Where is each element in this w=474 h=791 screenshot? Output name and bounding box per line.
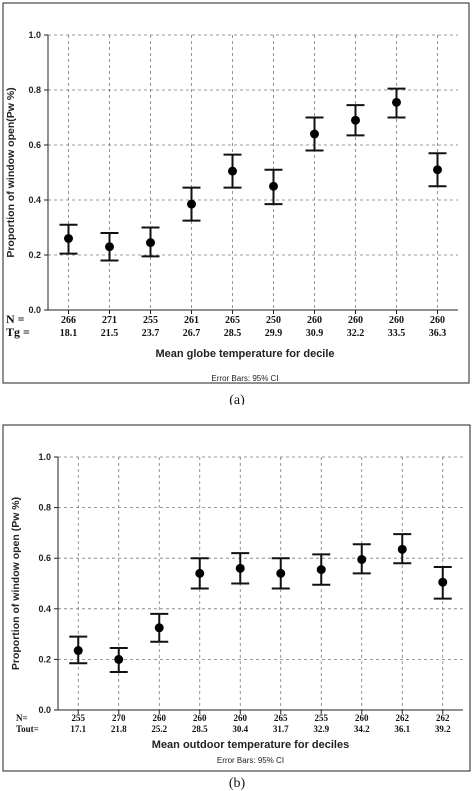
mean-point — [397, 544, 407, 554]
mean-point — [235, 563, 245, 573]
temp-value: 18.1 — [60, 328, 78, 339]
n-value: 266 — [61, 315, 76, 326]
y-tick-label: 0.4 — [38, 604, 51, 614]
mean-point — [146, 238, 155, 248]
mean-point — [228, 166, 237, 176]
mean-point — [310, 129, 319, 139]
mean-point — [195, 568, 205, 578]
mean-point — [392, 97, 401, 107]
y-tick-label: 0.0 — [38, 705, 51, 715]
n-value: 260 — [389, 315, 404, 326]
mean-point — [316, 565, 326, 575]
temp-value: 17.1 — [70, 724, 86, 734]
temp-row-label: Tg = — [6, 325, 30, 339]
temp-value: 30.4 — [232, 724, 248, 734]
y-tick-label: 0.2 — [38, 654, 51, 664]
y-tick-label: 0.0 — [28, 305, 41, 315]
n-value: 271 — [102, 315, 117, 326]
y-axis-title: Proportion of window open(Pw %) — [5, 87, 17, 257]
y-tick-label: 0.8 — [38, 503, 51, 513]
n-value: 250 — [266, 315, 281, 326]
n-value: 265 — [274, 713, 288, 723]
n-value: 262 — [396, 713, 410, 723]
y-tick-label: 0.4 — [28, 195, 41, 205]
panel-caption: (b) — [229, 776, 246, 791]
n-value: 260 — [234, 713, 248, 723]
chart-panel-b: 0.0 0.2 0.4 0.6 0.8 1.0 Proportion of window o… — [2, 424, 471, 791]
y-tick-label: 0.6 — [28, 140, 41, 150]
mean-point — [154, 623, 164, 633]
temp-value: 21.5 — [101, 328, 119, 339]
temp-value: 28.5 — [192, 724, 208, 734]
x-axis-title: Mean globe temperature for decile — [155, 348, 334, 360]
temp-value: 32.2 — [347, 328, 365, 339]
n-row-label: N= — [16, 713, 28, 723]
mean-point — [187, 199, 196, 209]
n-value: 255 — [315, 713, 329, 723]
x-axis-title: Mean outdoor temperature for deciles — [152, 739, 349, 751]
y-tick-label: 0.2 — [28, 250, 41, 260]
temp-value: 33.5 — [388, 328, 406, 339]
n-value: 260 — [307, 315, 322, 326]
temp-value: 36.3 — [429, 328, 447, 339]
chart-frame — [2, 2, 470, 384]
mean-point — [105, 242, 114, 252]
mean-point — [64, 234, 73, 243]
temp-value: 31.7 — [273, 724, 289, 734]
temp-row-label: Tout= — [16, 724, 39, 734]
mean-point — [114, 654, 124, 664]
error-bars-note: Error Bars: 95% CI — [211, 374, 278, 383]
n-value: 260 — [430, 315, 445, 326]
mean-point — [357, 554, 367, 564]
y-tick-label: 0.8 — [28, 85, 41, 95]
y-axis-title: Proportion of window open (Pw %) — [10, 497, 22, 670]
temp-value: 29.9 — [265, 328, 283, 339]
n-value: 262 — [436, 713, 450, 723]
mean-point — [73, 646, 83, 656]
mean-point — [269, 181, 278, 191]
temp-value: 25.2 — [151, 724, 167, 734]
temp-value: 23.7 — [142, 328, 160, 339]
n-value: 265 — [225, 315, 240, 326]
temp-value: 30.9 — [306, 328, 324, 339]
mean-point — [351, 115, 360, 125]
n-value: 260 — [355, 713, 369, 723]
temp-value: 34.2 — [354, 724, 370, 734]
temp-value: 39.2 — [435, 724, 451, 734]
n-value: 260 — [153, 713, 167, 723]
temp-value: 26.7 — [183, 328, 201, 339]
y-tick-label: 0.6 — [38, 553, 51, 563]
n-value: 260 — [348, 315, 363, 326]
n-value: 255 — [143, 315, 158, 326]
n-value: 261 — [184, 315, 199, 326]
panel-caption: (a) — [229, 393, 245, 405]
y-tick-label: 1.0 — [38, 452, 51, 462]
n-row-label: N = — [6, 312, 25, 326]
mean-point — [438, 577, 448, 587]
temp-value: 28.5 — [224, 328, 242, 339]
error-bars-note: Error Bars: 95% CI — [217, 756, 284, 765]
temp-value: 36.1 — [394, 724, 410, 734]
n-value: 270 — [112, 713, 126, 723]
chart-frame — [2, 424, 471, 772]
temp-value: 32.9 — [313, 724, 329, 734]
n-value: 255 — [72, 713, 86, 723]
n-value: 260 — [193, 713, 207, 723]
chart-panel-a: 0.0 0.2 0.4 0.6 0.8 1.0 Proportion of window o… — [2, 2, 470, 405]
y-tick-label: 1.0 — [28, 30, 41, 40]
temp-value: 21.8 — [111, 724, 127, 734]
mean-point — [276, 568, 286, 578]
mean-point — [433, 165, 442, 175]
